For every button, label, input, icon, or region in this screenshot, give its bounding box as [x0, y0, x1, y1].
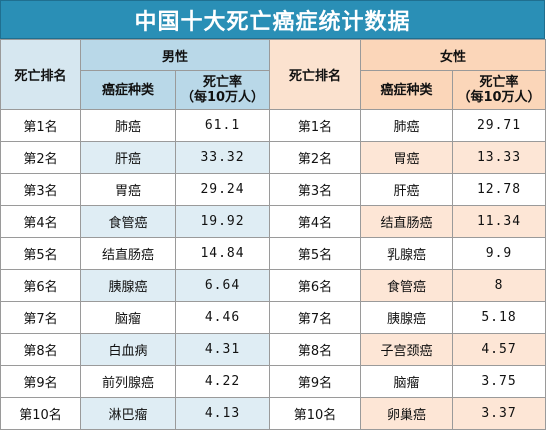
male-death-rate-cell: 4.22 [174, 365, 271, 398]
male-rank-cell: 第1名 [0, 109, 81, 142]
female-rank-cell: 第1名 [269, 109, 362, 142]
female-cancer-type-cell: 胰腺癌 [360, 301, 454, 334]
female-death-rate-cell: 5.18 [452, 301, 547, 334]
male-death-rate-cell: 14.84 [174, 237, 271, 270]
male-cancer-type-cell: 白血病 [80, 333, 176, 366]
male-cancer-type-cell: 胃癌 [80, 173, 176, 206]
male-death-rate-cell: 33.32 [174, 141, 271, 174]
male-rank-cell: 第2名 [0, 141, 81, 174]
male-death-rate-cell: 4.46 [174, 301, 271, 334]
female-group-header: 女性 [360, 39, 547, 71]
female-death-rate-cell: 3.75 [452, 365, 547, 398]
table-row: 第5名 结直肠癌 14.84 第5名 乳腺癌 9.9 [0, 237, 547, 270]
male-death-rate-cell: 4.13 [174, 397, 271, 430]
male-death-rate-cell: 4.31 [174, 333, 271, 366]
male-cancer-type-cell: 脑瘤 [80, 301, 176, 334]
female-cancer-type-cell: 肺癌 [360, 109, 454, 142]
table-row: 第8名 白血病 4.31 第8名 子宫颈癌 4.57 [0, 333, 547, 366]
male-rank-cell: 第8名 [0, 333, 81, 366]
female-rank-cell: 第2名 [269, 141, 362, 174]
female-rank-cell: 第6名 [269, 269, 362, 302]
male-rank-cell: 第9名 [0, 365, 81, 398]
table-row: 第10名 淋巴瘤 4.13 第10名 卵巢癌 3.37 [0, 397, 547, 430]
female-cancer-type-cell: 胃癌 [360, 141, 454, 174]
male-death-rate-header: 死亡率 （每10万人） [174, 70, 271, 110]
male-cancer-type-cell: 结直肠癌 [80, 237, 176, 270]
female-death-rate-cell: 3.37 [452, 397, 547, 430]
male-death-rate-cell: 6.64 [174, 269, 271, 302]
female-cancer-type-cell: 乳腺癌 [360, 237, 454, 270]
female-death-rate-header: 死亡率 （每10万人） [452, 70, 547, 110]
female-death-rate-cell: 11.34 [452, 205, 547, 238]
header-row-sub: 癌症种类 死亡率 （每10万人） 癌症种类 死亡率 （每10万人） [1, 70, 547, 110]
death-rate-label: 死亡率 [479, 75, 519, 90]
table-row: 第4名 食管癌 19.92 第4名 结直肠癌 11.34 [0, 205, 547, 238]
female-death-rate-cell: 12.78 [452, 173, 547, 206]
male-rank-cell: 第7名 [0, 301, 81, 334]
female-rank-cell: 第3名 [269, 173, 362, 206]
male-cancer-type-cell: 食管癌 [80, 205, 176, 238]
female-death-rate-cell: 13.33 [452, 141, 547, 174]
female-rank-header: 死亡排名 [269, 39, 362, 110]
table-row: 第1名 肺癌 61.1 第1名 肺癌 29.71 [0, 109, 547, 142]
death-rate-unit: （每10万人） [457, 90, 541, 105]
female-cancer-type-cell: 卵巢癌 [360, 397, 454, 430]
male-cancer-type-header: 癌症种类 [80, 70, 176, 110]
male-cancer-type-cell: 前列腺癌 [80, 365, 176, 398]
female-death-rate-cell: 8 [452, 269, 547, 302]
male-death-rate-cell: 29.24 [174, 173, 271, 206]
male-death-rate-cell: 19.92 [174, 205, 271, 238]
female-death-rate-cell: 29.71 [452, 109, 547, 142]
female-cancer-type-cell: 食管癌 [360, 269, 454, 302]
table-row: 第6名 胰腺癌 6.64 第6名 食管癌 8 [0, 269, 547, 302]
table-row: 第7名 脑瘤 4.46 第7名 胰腺癌 5.18 [0, 301, 547, 334]
female-rank-cell: 第7名 [269, 301, 362, 334]
female-rank-cell: 第8名 [269, 333, 362, 366]
table-row: 第2名 肝癌 33.32 第2名 胃癌 13.33 [0, 141, 547, 174]
death-rate-unit: （每10万人） [180, 90, 265, 105]
male-cancer-type-cell: 淋巴瘤 [80, 397, 176, 430]
female-rank-cell: 第10名 [269, 397, 362, 430]
table-row: 第9名 前列腺癌 4.22 第9名 脑瘤 3.75 [0, 365, 547, 398]
male-rank-cell: 第4名 [0, 205, 81, 238]
female-rank-cell: 第9名 [269, 365, 362, 398]
female-cancer-type-cell: 肝癌 [360, 173, 454, 206]
female-rank-cell: 第5名 [269, 237, 362, 270]
female-cancer-type-cell: 子宫颈癌 [360, 333, 454, 366]
male-group-header: 男性 [79, 39, 271, 71]
female-cancer-type-header: 癌症种类 [360, 70, 454, 110]
male-rank-cell: 第10名 [0, 397, 81, 430]
male-rank-cell: 第5名 [0, 237, 81, 270]
male-rank-cell: 第6名 [0, 269, 81, 302]
table-row: 第3名 胃癌 29.24 第3名 肝癌 12.78 [0, 173, 547, 206]
male-cancer-type-cell: 肺癌 [80, 109, 176, 142]
page-title: 中国十大死亡癌症统计数据 [0, 0, 545, 39]
death-rate-label: 死亡率 [203, 75, 243, 90]
cancer-statistics-table: 死亡排名 男性 死亡排名 女性 癌症种类 死亡率 （每10万人） 癌症种类 死亡… [0, 39, 547, 430]
male-death-rate-cell: 61.1 [174, 109, 271, 142]
male-cancer-type-cell: 胰腺癌 [80, 269, 176, 302]
female-death-rate-cell: 9.9 [452, 237, 547, 270]
header-row-top: 死亡排名 男性 死亡排名 女性 [0, 39, 547, 110]
female-cancer-type-cell: 结直肠癌 [360, 205, 454, 238]
male-rank-cell: 第3名 [0, 173, 81, 206]
female-rank-cell: 第4名 [269, 205, 362, 238]
male-cancer-type-cell: 肝癌 [80, 141, 176, 174]
female-death-rate-cell: 4.57 [452, 333, 547, 366]
male-rank-header: 死亡排名 [0, 39, 81, 110]
female-cancer-type-cell: 脑瘤 [360, 365, 454, 398]
